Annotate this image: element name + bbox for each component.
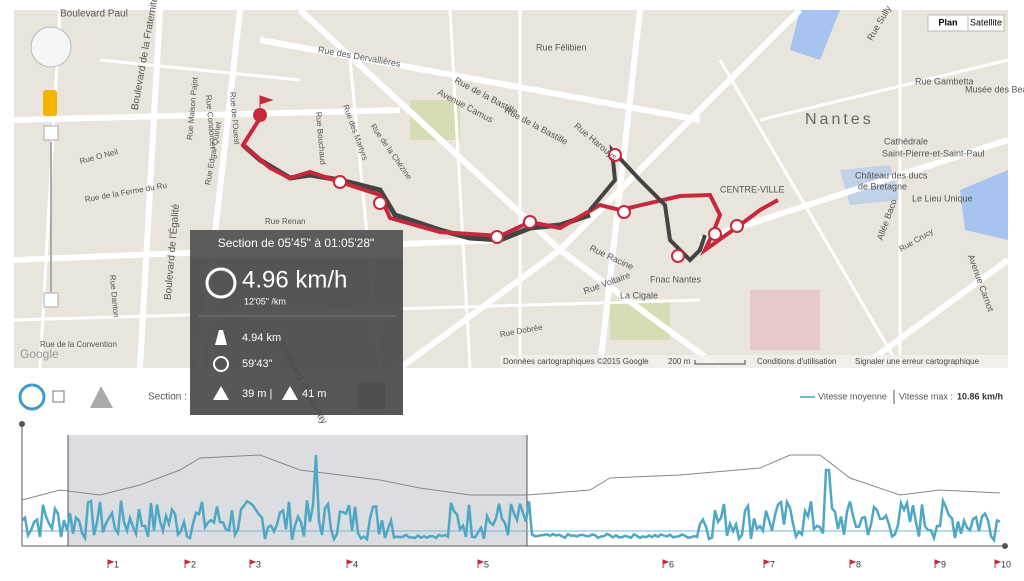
tooltip-box xyxy=(190,230,403,415)
gauge-icon xyxy=(205,267,237,299)
marker-label: 8 xyxy=(856,559,861,569)
map-label: Nantes xyxy=(805,111,874,128)
tooltip-header xyxy=(190,230,403,258)
section-label: Section : xyxy=(148,392,187,403)
map-label: Rue de la Convention xyxy=(40,340,117,349)
elevation-line xyxy=(21,454,1001,501)
marker-flag xyxy=(662,559,670,568)
route-return xyxy=(588,144,707,263)
water xyxy=(790,10,840,60)
marker-flag xyxy=(346,559,354,568)
markers: 1 2 3 4 5 6 7 8 9 10 xyxy=(107,559,1011,569)
marker-label: 10 xyxy=(1001,559,1011,569)
speed-icon[interactable] xyxy=(18,383,46,411)
map-label: Rue Félibien xyxy=(536,42,587,52)
map-label: Château des ducs xyxy=(855,170,928,180)
map-label: Rue Renan xyxy=(265,217,305,226)
map-label: Cathédrale xyxy=(884,136,928,146)
marker-label: 1 xyxy=(114,559,119,569)
satellite-label: Satellite xyxy=(970,17,1002,27)
map-label: Boulevard Paul xyxy=(60,9,128,20)
ascent-icon xyxy=(213,386,229,400)
scale-text: 200 m xyxy=(668,357,691,366)
y-axis-end xyxy=(19,421,25,427)
marker-label: 4 xyxy=(353,559,358,569)
clock-icon xyxy=(213,356,229,372)
marker-flag xyxy=(249,559,257,568)
scale-bar xyxy=(694,360,746,365)
marker-label: 6 xyxy=(669,559,674,569)
map-label: CENTRE-VILLE xyxy=(720,184,785,194)
marker-flag xyxy=(763,559,771,568)
marker-label: 2 xyxy=(191,559,196,569)
marker-label: 3 xyxy=(256,559,261,569)
tooltip-descent: 41 m xyxy=(302,388,326,400)
marker-flag xyxy=(934,559,942,568)
report-error[interactable]: Signaler une erreur cartographique xyxy=(855,357,980,366)
map-label: Le Lieu Unique xyxy=(912,193,973,203)
tooltip-title: Section de 05'45" à 01:05'28" xyxy=(218,236,375,250)
road-icon xyxy=(215,330,227,345)
water xyxy=(960,170,1008,240)
map-background xyxy=(14,10,1008,368)
max-value: 10.86 km/h xyxy=(957,391,1003,401)
marker-label: 5 xyxy=(484,559,489,569)
marker-flag xyxy=(849,559,857,568)
map-label: Fnac Nantes xyxy=(650,274,702,284)
attribution-bar xyxy=(500,355,1008,368)
tooltip-speed: 4.96 km/h xyxy=(242,266,347,293)
marker-label: 9 xyxy=(941,559,946,569)
tooltip-distance: 4.94 km xyxy=(242,332,281,344)
marker-flag xyxy=(107,559,115,568)
marker-label: 7 xyxy=(770,559,775,569)
legend-label: Vitesse moyenne xyxy=(818,391,887,401)
tooltip-pace: 12'05" /km xyxy=(244,296,286,306)
map-label: Musée des Beau xyxy=(965,84,1024,94)
hospital-area xyxy=(750,290,820,350)
marker-flag xyxy=(994,559,1002,568)
elevation-icon[interactable] xyxy=(90,386,113,408)
marker-flag xyxy=(184,559,192,568)
map-label: Saint-Pierre-et-Saint-Paul xyxy=(882,148,985,158)
plan-label: Plan xyxy=(938,17,957,27)
map-label: Rue Danton xyxy=(108,275,121,318)
attribution-data: Données cartographiques ©2015 Google xyxy=(503,357,649,366)
tooltip-duration: 59'43" xyxy=(242,358,273,370)
map-label: La Cigale xyxy=(620,290,658,300)
max-label: Vitesse max : xyxy=(899,391,953,401)
terms[interactable]: Conditions d'utilisation xyxy=(757,357,836,366)
profile-chart[interactable]: 1 2 3 4 5 6 7 8 9 10 xyxy=(19,421,1011,569)
route-flags xyxy=(333,148,744,263)
zoom-in[interactable] xyxy=(43,125,59,141)
marker-flag xyxy=(477,559,485,568)
google-logo: Google xyxy=(20,347,59,361)
speed-line xyxy=(21,454,1001,543)
tooltip-ascent: 39 m | xyxy=(242,388,272,400)
dropdown[interactable] xyxy=(52,390,65,403)
x-axis-end xyxy=(1002,543,1008,549)
pan-control[interactable] xyxy=(30,26,72,68)
satellite-button[interactable] xyxy=(967,14,1005,32)
pegman[interactable] xyxy=(43,90,57,116)
map-label: de Bretagne xyxy=(858,181,907,191)
descent-icon xyxy=(282,386,298,400)
zoom-out[interactable] xyxy=(43,292,59,308)
map-label: Rue Gambetta xyxy=(915,76,974,86)
route-selected xyxy=(240,113,779,257)
start-marker xyxy=(253,108,267,122)
tooltip: Section de 05'45" à 01:05'28" 4.96 km/h … xyxy=(190,230,403,415)
start-flag xyxy=(259,95,274,112)
